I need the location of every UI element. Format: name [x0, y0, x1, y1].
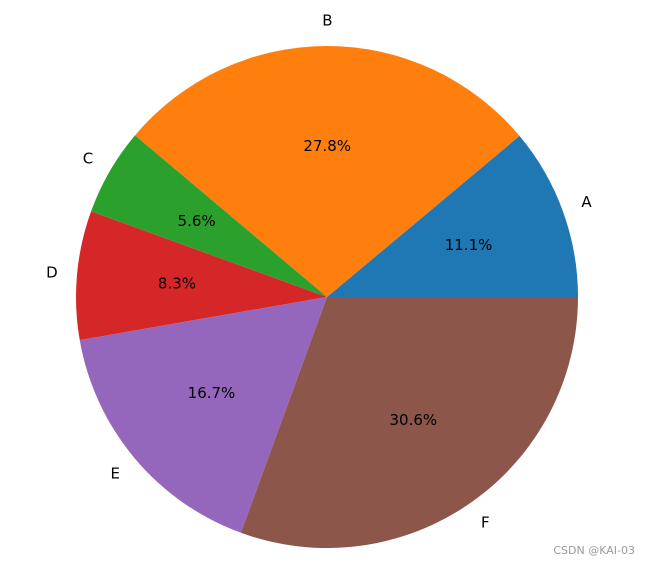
pie-slice-b [135, 45, 520, 298]
pie-category-labels: A B C D E F [46, 11, 592, 531]
pie-slice-d [75, 211, 327, 341]
percent-label-b: 27.8% [303, 137, 351, 155]
category-label-a: A [581, 193, 592, 211]
percent-label-c: 5.6% [178, 212, 216, 230]
percent-label-d: 8.3% [158, 274, 196, 292]
pie-slice-a [327, 135, 578, 297]
pie-percent-labels: 11.1% 27.8% 5.6% 8.3% 16.7% 30.6% [158, 137, 492, 429]
percent-label-e: 16.7% [188, 384, 236, 402]
category-label-b: B [322, 11, 332, 29]
category-label-e: E [111, 465, 120, 483]
pie-slice-c [91, 135, 328, 297]
category-label-f: F [481, 514, 490, 532]
category-label-d: D [46, 263, 58, 281]
pie-slice-f [240, 297, 578, 549]
percent-label-f: 30.6% [389, 411, 437, 429]
pie-slice-e [79, 297, 328, 533]
category-label-c: C [83, 149, 93, 167]
percent-label-a: 11.1% [445, 236, 493, 254]
pie-slices [75, 45, 578, 549]
watermark-text: CSDN @KAI-03 [553, 544, 635, 557]
